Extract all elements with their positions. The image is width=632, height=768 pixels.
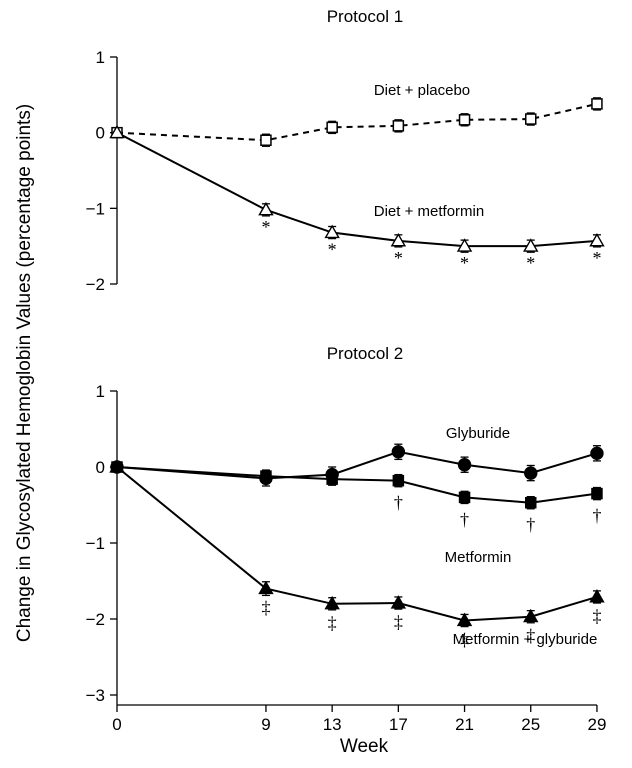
x-tick-label: 17	[389, 715, 408, 734]
significance-marker: ‡	[261, 598, 270, 618]
series-metformin-glyburide: ‡‡ ‡‡ ‡‡Metformin + glyburide	[109, 459, 605, 650]
series-label: Diet + placebo	[374, 82, 470, 99]
series-line	[116, 131, 598, 248]
data-point	[456, 612, 473, 627]
y-tick-label: 1	[96, 48, 105, 67]
significance-marker: ‡	[460, 630, 469, 650]
y-tick-label: 0	[96, 124, 105, 143]
data-point	[524, 466, 538, 480]
significance-marker: †	[592, 506, 601, 526]
data-point	[324, 224, 340, 239]
x-tick-label: 25	[521, 715, 540, 734]
y-tick-label: −1	[86, 199, 105, 218]
data-point	[456, 238, 473, 252]
series-label: Diet + metformin	[374, 203, 484, 220]
data-point	[391, 445, 406, 459]
data-point	[392, 120, 405, 132]
data-point	[390, 232, 407, 247]
y-tick-label: −1	[86, 534, 105, 553]
data-point	[458, 114, 471, 126]
data-point	[326, 473, 338, 485]
significance-marker: ‡	[328, 613, 337, 633]
data-point	[590, 446, 604, 461]
series-glyburide: Glyburide	[110, 425, 604, 487]
x-tick-label: 0	[112, 715, 121, 734]
significance-marker: †	[460, 509, 469, 529]
x-tick-label: 9	[261, 715, 270, 734]
significance-marker: *	[460, 253, 469, 273]
y-axis-label: Change in Glycosylated Hemoglobin Values…	[14, 104, 35, 642]
series-line	[116, 466, 598, 622]
data-point	[458, 491, 471, 504]
data-point	[258, 580, 274, 595]
data-point	[324, 595, 340, 610]
data-point	[260, 134, 272, 146]
significance-marker: *	[261, 217, 270, 237]
data-point	[589, 589, 605, 603]
data-point	[525, 113, 537, 125]
series-label: Metformin	[445, 549, 512, 566]
y-tick-label: −2	[86, 275, 105, 294]
y-tick-label: −2	[86, 610, 105, 629]
data-point	[525, 496, 537, 509]
y-tick-label: −3	[86, 686, 105, 705]
data-point	[589, 232, 605, 247]
significance-marker: ‡	[526, 626, 535, 646]
series-label: Metformin + glyburide	[453, 631, 598, 648]
data-point	[260, 470, 272, 482]
data-point	[457, 458, 472, 472]
data-point	[109, 124, 125, 139]
y-tick-label: 0	[96, 458, 105, 477]
significance-marker: ‡	[394, 612, 403, 632]
significance-marker: *	[526, 253, 535, 273]
x-tick-label: 21	[455, 715, 474, 734]
data-point	[109, 459, 125, 473]
series-diet-metformin: * * * * * * Diet + metformin	[109, 124, 605, 273]
panel-title: Protocol 1	[327, 7, 404, 26]
data-point	[392, 474, 405, 487]
series-metformin: † † † † Metformin	[111, 461, 603, 566]
x-tick-label: 29	[587, 715, 606, 734]
series-line	[116, 102, 598, 142]
data-point	[326, 121, 338, 134]
significance-marker: ‡	[592, 606, 601, 626]
significance-marker: †	[526, 515, 535, 535]
data-point	[523, 608, 539, 623]
y-tick-label: 1	[96, 382, 105, 401]
x-axis-label: Week	[340, 736, 389, 757]
panel-protocol-2: Protocol 2 1 0 −1 −2 −3 0 9 13 17 21 25 29 Glyburide †…	[86, 344, 607, 734]
significance-marker: *	[394, 248, 403, 268]
significance-marker: *	[328, 240, 337, 260]
x-tick-label: 13	[323, 715, 342, 734]
data-point	[591, 487, 603, 500]
panel-protocol-1: Protocol 1 1 0 −1 −2 Diet + placebo * * * * * * Diet…	[86, 7, 605, 294]
data-point	[258, 201, 274, 216]
panel-title: Protocol 2	[327, 344, 404, 363]
significance-marker: *	[592, 248, 601, 268]
significance-marker: †	[394, 493, 403, 513]
series-label: Glyburide	[446, 425, 510, 442]
data-point	[591, 98, 603, 110]
data-point	[523, 238, 539, 252]
data-point	[390, 595, 407, 609]
series-diet-placebo: Diet + placebo	[111, 82, 603, 147]
